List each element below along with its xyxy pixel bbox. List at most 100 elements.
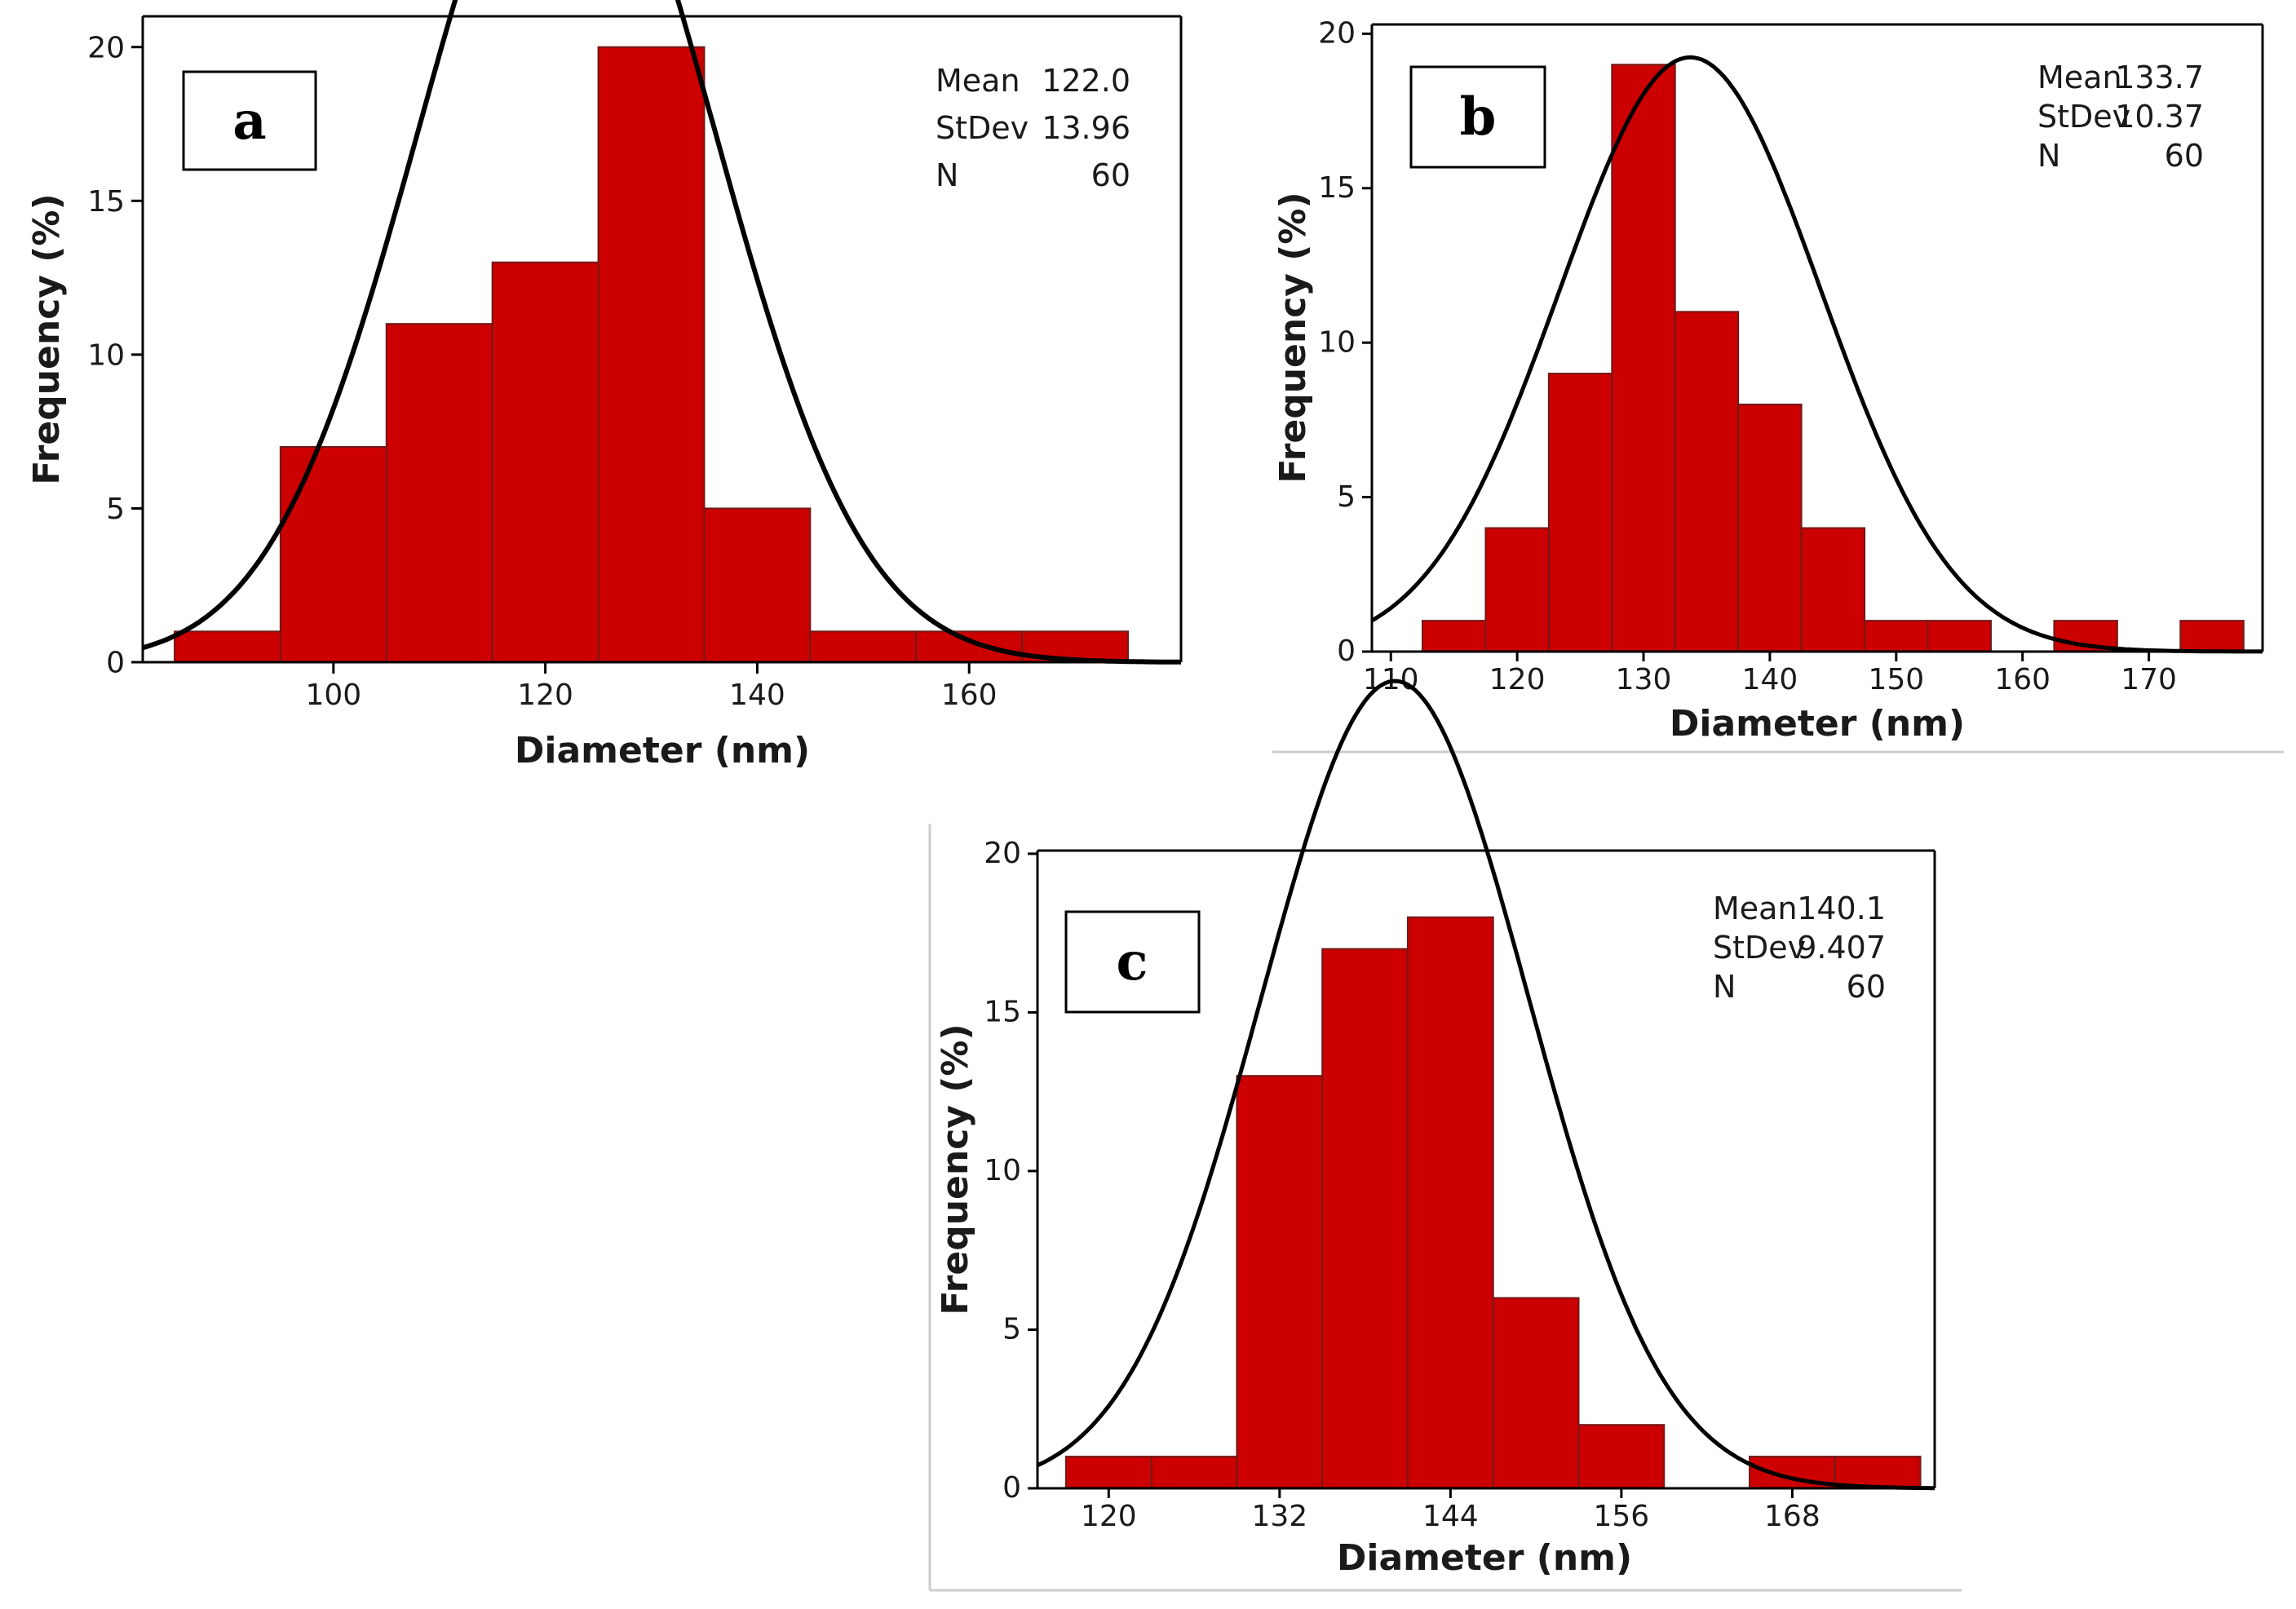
histogram-bar <box>385 323 493 663</box>
panel-a-stat-value-n: 60 <box>1091 157 1130 193</box>
x-tick-label: 150 <box>1868 663 1924 696</box>
histogram-bar <box>1064 1456 1152 1489</box>
histogram-bar <box>491 261 599 663</box>
histogram-bar <box>809 630 918 663</box>
x-tick-label: 120 <box>1081 1500 1137 1533</box>
panel-b-ylabel: Frequency (%) <box>1272 192 1314 483</box>
histogram-bar <box>2179 620 2245 652</box>
panel-b-stat-label-n: N <box>2037 138 2060 174</box>
histogram-bar <box>1737 403 1803 652</box>
histogram-bar <box>1800 527 1866 652</box>
histogram-bar <box>915 630 1024 663</box>
y-tick-label: 0 <box>106 647 125 680</box>
panel-a-x-ticks: 100 120 140 160 <box>305 662 998 712</box>
y-tick-label: 5 <box>106 493 125 526</box>
histogram-bar <box>1150 1456 1238 1489</box>
x-tick-label: 140 <box>729 679 785 712</box>
panel-a-letter-box <box>182 70 317 171</box>
panel-b-stat-label-mean: Mean <box>2037 60 2122 95</box>
panel-c: 120 132 144 156 168 0 5 10 15 20 Diameter (nm) F… <box>928 679 1962 1592</box>
panel-a-bars <box>173 46 1130 664</box>
histogram-bar <box>703 507 812 664</box>
histogram-bar <box>1406 916 1494 1490</box>
x-tick-label: 168 <box>1764 1500 1820 1533</box>
y-tick-label: 10 <box>1318 325 1356 359</box>
x-tick-label: 160 <box>941 679 998 712</box>
y-tick-label: 15 <box>984 996 1021 1029</box>
y-tick-label: 0 <box>1002 1471 1021 1505</box>
panel-c-ylabel: Frequency (%) <box>935 1023 976 1315</box>
y-tick-label: 5 <box>1002 1313 1021 1346</box>
panel-a-fit-curve <box>142 0 1181 665</box>
panel-b-y-ticks: 0 5 10 15 20 <box>1318 17 1372 668</box>
panel-c-y-ticks: 0 5 10 15 20 <box>984 837 1037 1505</box>
histogram-bar <box>1492 1297 1580 1489</box>
histogram-bar <box>1321 948 1409 1489</box>
panel-c-bars <box>1064 916 1922 1490</box>
histogram-bar <box>1674 311 1740 652</box>
panel-b-stat-value-n: 60 <box>2165 138 2204 174</box>
y-tick-label: 15 <box>87 185 125 219</box>
panel-c-x-ticks: 120 132 144 156 168 <box>1081 1488 1820 1533</box>
panel-a-y-ticks: 0 5 10 15 20 <box>87 31 143 680</box>
panel-b-letter-box <box>1409 65 1546 169</box>
panel-a-stat-label-mean: Mean <box>936 63 1020 99</box>
panel-a-letter: a <box>232 91 266 152</box>
x-tick-label: 120 <box>1489 663 1546 696</box>
panel-c-stats: Mean 140.1 StDev 9.407 N 60 <box>1713 891 1886 1005</box>
panel-c-stat-label-n: N <box>1713 969 1736 1005</box>
panel-b-fit-curve <box>1370 55 2263 654</box>
panel-c-stat-value-stdev: 9.407 <box>1797 930 1886 966</box>
x-tick-label: 140 <box>1742 663 1798 696</box>
x-tick-label: 130 <box>1616 663 1672 696</box>
histogram-bar <box>1864 620 1929 652</box>
histogram-bar <box>1484 527 1550 652</box>
panel-b-stats: Mean 133.7 StDev 10.37 N 60 <box>2037 60 2204 174</box>
x-tick-label: 120 <box>517 679 573 712</box>
panel-c-stat-value-n: 60 <box>1847 969 1886 1005</box>
panel-a-stat-label-n: N <box>936 157 958 193</box>
y-tick-label: 10 <box>984 1154 1021 1187</box>
panel-c-fit-curve <box>1036 679 1935 1491</box>
histogram-bar <box>279 446 387 663</box>
histogram-bar <box>1927 620 1992 652</box>
panel-c-letter: c <box>1117 931 1148 992</box>
y-tick-label: 15 <box>1318 171 1356 205</box>
histogram-bar <box>1547 373 1613 652</box>
panel-a-stat-value-mean: 122.0 <box>1042 63 1130 99</box>
y-tick-label: 10 <box>87 338 125 372</box>
panel-b-xlabel: Diameter (nm) <box>1670 703 1965 745</box>
y-tick-label: 20 <box>87 31 125 64</box>
panel-b-bars <box>1421 64 2245 653</box>
histogram-bar <box>1421 620 1487 652</box>
panel-c-stat-label-stdev: StDev <box>1713 930 1806 966</box>
histogram-bar <box>173 630 281 663</box>
panel-b-stat-value-stdev: 10.37 <box>2115 99 2204 135</box>
x-tick-label: 144 <box>1422 1500 1479 1533</box>
x-tick-label: 170 <box>2121 663 2177 696</box>
panel-c-xlabel: Diameter (nm) <box>1337 1537 1632 1579</box>
panel-a-ylabel: Frequency (%) <box>26 193 68 484</box>
y-tick-label: 20 <box>984 837 1021 870</box>
histogram-bar <box>1834 1456 1922 1489</box>
panel-c-letter-box <box>1064 910 1201 1014</box>
histogram-bar <box>1236 1075 1324 1490</box>
y-tick-label: 20 <box>1318 17 1356 51</box>
panel-b-x-ticks: 110 120 130 140 150 160 170 <box>1363 652 2177 696</box>
y-tick-label: 0 <box>1337 634 1356 668</box>
panel-c-stat-label-mean: Mean <box>1713 891 1798 926</box>
x-tick-label: 132 <box>1251 1500 1307 1533</box>
panel-b-stat-label-stdev: StDev <box>2037 99 2130 135</box>
x-tick-label: 100 <box>305 679 361 712</box>
x-tick-label: 160 <box>1994 663 2050 696</box>
panel-c-stat-value-mean: 140.1 <box>1797 891 1886 926</box>
panel-a-stats: Mean 122.0 StDev 13.96 N 60 <box>936 63 1130 193</box>
panel-b-stat-value-mean: 133.7 <box>2115 60 2204 95</box>
panel-a-stat-label-stdev: StDev <box>936 110 1029 146</box>
histogram-bar <box>1611 64 1676 653</box>
panel-a: 100 120 140 160 0 5 10 15 20 Diameter (nm) Freq… <box>26 0 1183 771</box>
histogram-bar <box>1577 1424 1666 1490</box>
y-tick-label: 5 <box>1337 480 1356 514</box>
